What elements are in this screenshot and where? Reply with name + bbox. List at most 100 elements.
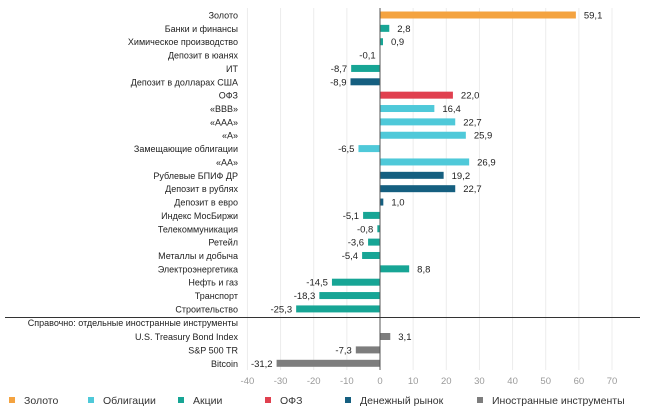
category-label: «BBB» <box>210 104 238 114</box>
bar <box>351 64 380 72</box>
bar <box>319 292 380 300</box>
legend-item-bonds: Облигации <box>88 395 156 407</box>
data-label: 22,7 <box>463 184 482 195</box>
bar <box>380 11 576 19</box>
data-label: 26,9 <box>477 157 496 168</box>
data-label: -3,6 <box>348 238 364 249</box>
category-label: Bitcoin <box>211 359 238 369</box>
category-label: Металлы и добыча <box>158 251 238 261</box>
category-label: Депозит в юанях <box>168 51 239 61</box>
legend-item-money: Денежный рынок <box>345 395 444 407</box>
bar <box>355 346 380 354</box>
data-label: -7,3 <box>335 345 351 356</box>
legend-swatch <box>88 397 94 403</box>
bar <box>276 359 380 367</box>
bar <box>380 185 456 193</box>
legend-item-gold: Золото <box>9 395 58 407</box>
legend-swatch <box>9 397 15 403</box>
x-tick-label: -20 <box>307 376 321 387</box>
category-label: ОФЗ <box>219 91 238 101</box>
bar <box>296 305 380 313</box>
x-tick-label: 10 <box>408 376 419 387</box>
data-label: 25,9 <box>474 131 493 142</box>
category-label: «A» <box>222 131 238 141</box>
category-label: Рублевые БПИФ ДР <box>153 171 238 181</box>
bar <box>380 333 391 340</box>
bar <box>331 278 380 286</box>
bar <box>380 91 453 99</box>
legend-swatch <box>178 397 184 403</box>
data-label: 22,0 <box>461 91 480 102</box>
bar <box>380 118 456 126</box>
data-label: -0,8 <box>357 224 373 235</box>
data-label: -18,3 <box>294 291 316 302</box>
data-label: -6,5 <box>338 144 354 155</box>
bar <box>363 211 380 219</box>
legend-item-ofz: ОФЗ <box>265 395 303 407</box>
x-tick-label: 30 <box>474 376 485 387</box>
x-tick-label: 20 <box>441 376 452 387</box>
x-tick-label: 40 <box>507 376 518 387</box>
legend-label: Акции <box>193 395 222 407</box>
x-tick-label: 60 <box>574 376 585 387</box>
data-label: 2,8 <box>397 24 410 35</box>
category-label: U.S. Treasury Bond Index <box>135 332 239 342</box>
category-label: Депозит в рублях <box>165 184 238 194</box>
x-tick-label: 50 <box>540 376 551 387</box>
category-label: S&P 500 TR <box>188 345 238 355</box>
data-label: -25,3 <box>270 304 292 315</box>
category-label: Телекоммуникация <box>158 224 238 234</box>
category-label: Транспорт <box>195 291 238 301</box>
bar <box>358 145 380 153</box>
bar <box>380 171 444 179</box>
x-tick-label: -30 <box>274 376 288 387</box>
category-label: Химическое производство <box>128 37 238 47</box>
bar <box>380 265 410 273</box>
bar <box>380 38 383 46</box>
legend-swatch <box>345 397 351 403</box>
data-label: 19,2 <box>452 171 471 182</box>
data-label: -5,1 <box>343 211 359 222</box>
bars: Золото 59,1 Банки и финансы 2,8 Химическое п… <box>128 11 602 370</box>
category-label: Нефть и газ <box>188 278 238 288</box>
category-label: Золото <box>209 11 238 21</box>
data-label: -31,2 <box>251 359 273 370</box>
legend-label: ОФЗ <box>280 395 303 407</box>
legend-label: Денежный рынок <box>360 395 444 407</box>
legend-item-stocks: Акции <box>178 395 222 407</box>
bar <box>380 158 470 166</box>
data-label: -8,9 <box>330 77 346 88</box>
bar <box>368 238 380 246</box>
category-label: Строительство <box>175 304 238 314</box>
x-tick-label: -10 <box>340 376 354 387</box>
category-label: «AA» <box>216 157 238 167</box>
category-label: Банки и финансы <box>165 24 238 34</box>
bar <box>350 78 380 86</box>
data-label: -5,4 <box>342 251 358 262</box>
category-label: «AAA» <box>210 117 238 127</box>
category-label: ИТ <box>226 64 238 74</box>
legend-item-foreign: Иностранные инструменты <box>477 395 625 407</box>
bar <box>380 24 390 32</box>
data-label: 1,0 <box>391 198 404 209</box>
x-tick-label: 70 <box>607 376 618 387</box>
bar <box>377 225 380 233</box>
legend-label: Облигации <box>103 395 156 407</box>
data-label: -0,1 <box>359 51 375 62</box>
bar <box>380 105 435 113</box>
data-label: 0,9 <box>391 37 404 48</box>
category-label: Депозит в евро <box>174 198 238 208</box>
reference-header: Справочно: отдельные иностранные инструм… <box>28 318 238 328</box>
data-label: 59,1 <box>584 11 603 22</box>
data-label: 8,8 <box>417 264 430 275</box>
bar <box>362 251 380 259</box>
legend-label: Золото <box>24 395 58 407</box>
data-label: 16,4 <box>442 104 461 115</box>
legend-swatch <box>265 397 271 403</box>
bar <box>380 198 384 206</box>
data-label: -8,7 <box>331 64 347 75</box>
x-axis-ticks: -40 -30 -20 -10 0 10 20 30 40 50 60 70 <box>241 376 618 387</box>
legend-label: Иностранные инструменты <box>492 395 625 407</box>
x-tick-label: -40 <box>241 376 255 387</box>
